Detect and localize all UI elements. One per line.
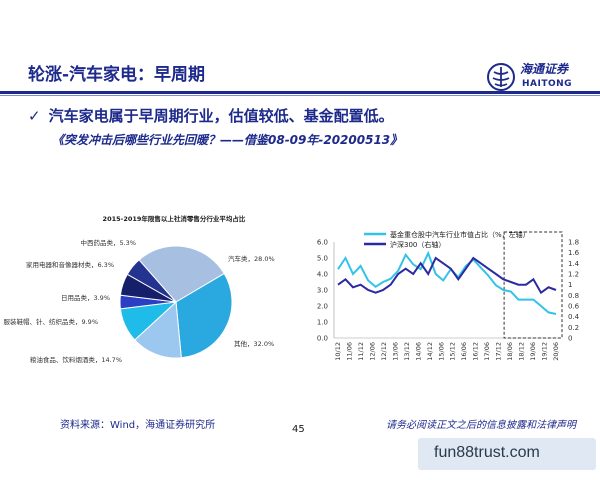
x-tick-label: 14/06	[414, 342, 422, 361]
x-tick-label: 15/06	[437, 342, 445, 361]
pie-slice-label: 粮油食品、饮料烟酒类，14.7%	[30, 355, 122, 364]
legend: 基金重仓股中汽车行业市值占比（%，左轴） 沪深300（右轴）	[364, 230, 530, 249]
watermark-text: fun88trust.com	[434, 444, 540, 461]
x-tick-label: 12/12	[380, 342, 388, 361]
x-tick-label: 13/12	[403, 342, 411, 361]
legend-label-fund: 基金重仓股中汽车行业市值占比（%，左轴）	[390, 230, 530, 239]
pie-slice-label: 服装鞋帽、针、纺织品类，9.9%	[3, 317, 98, 326]
disclaimer: 请务必阅读正文之后的信息披露和法律声明	[386, 420, 576, 431]
pie-slice	[134, 300, 182, 359]
pie-slice-label: 汽车类，28.0%	[228, 254, 275, 263]
y-left-tick: 3.0	[317, 287, 328, 295]
line-chart: 0.0 1.0 2.0 3.0 4.0 5.0 6.0 0 0.2 0.4 0.6 0.8 1 1.2 1.…	[317, 230, 580, 361]
logo-name-en: HAITONG	[522, 79, 573, 89]
company-logo: 海通证券 HAITONG	[486, 58, 586, 98]
pie-chart: 2015-2019年限售以上社消零售分行业平均占比 汽车类，28.0% 其他，32…	[3, 214, 274, 364]
legend-label-hs300: 沪深300（右轴）	[390, 240, 445, 249]
pie-slice-label: 家用电器和音像器材类，6.3%	[26, 260, 114, 269]
pie-slice	[126, 259, 177, 303]
y-right-tick: 0.6	[568, 303, 580, 311]
x-tick-label: 16/06	[460, 342, 468, 361]
y-left-tick: 1.0	[317, 319, 328, 327]
source-note: 资料来源：Wind，海通证券研究所	[60, 420, 216, 431]
y-left-tick: 0.0	[317, 335, 328, 343]
series-fund-share	[337, 250, 557, 315]
bullet-text: 汽车家电属于早周期行业，估值较低、基金配置低。	[48, 107, 394, 125]
y-left-tick: 4.0	[317, 271, 328, 279]
y-right-tick: 0.2	[568, 324, 579, 332]
x-tick-label: 18/06	[506, 342, 514, 361]
x-tick-label: 15/12	[449, 342, 457, 361]
x-tick-label: 19/06	[529, 342, 537, 361]
slide-title: 轮涨-汽车家电：早周期	[28, 65, 206, 85]
logo-name-cn: 海通证券	[520, 62, 569, 76]
y-right-tick: 1.8	[568, 239, 579, 247]
x-tick-label: 20/06	[552, 342, 560, 361]
y-right-tick: 0.4	[568, 313, 580, 321]
x-tick-label: 11/06	[345, 342, 353, 361]
y-right-tick: 1.2	[568, 271, 579, 279]
y-right-tick: 0.8	[568, 292, 579, 300]
x-tick-label: 17/06	[483, 342, 491, 361]
pie-slice-label: 中西药品类，5.3%	[80, 238, 136, 247]
pie-slice	[175, 272, 233, 359]
y-left-tick: 2.0	[317, 303, 328, 311]
series-hs300	[337, 256, 557, 295]
x-tick-label: 14/12	[426, 342, 434, 361]
page-number: 45	[292, 424, 305, 435]
header-rule-dark	[0, 91, 600, 94]
y-left-tick: 6.0	[317, 239, 328, 247]
header-rule-light	[0, 95, 600, 96]
highlight-box	[503, 231, 563, 339]
charts-canvas: 2015-2019年限售以上社消零售分行业平均占比 汽车类，28.0% 其他，32…	[3, 214, 580, 364]
haitong-logo-icon	[487, 63, 515, 91]
x-tick-label: 12/06	[368, 342, 376, 361]
x-tick-label: 10/12	[334, 342, 342, 361]
pie-title: 2015-2019年限售以上社消零售分行业平均占比	[103, 214, 246, 223]
x-tick-label: 13/06	[391, 342, 399, 361]
pie-slice-label: 日用品类，3.9%	[61, 293, 110, 302]
y-right-tick: 1	[568, 281, 572, 289]
y-right-tick: 1.6	[568, 249, 580, 257]
y-right-tick: 1.4	[568, 260, 580, 268]
y-left-tick: 5.0	[317, 255, 328, 263]
pie-slice-label: 其他，32.0%	[234, 339, 274, 348]
reference-line: 《突发冲击后哪些行业先回暖？——借鉴08-09年-20200513》	[52, 133, 403, 147]
checkmark-icon: ✓	[28, 107, 41, 125]
watermark-banner: fun88trust.com	[418, 438, 596, 470]
x-tick-label: 18/12	[518, 342, 526, 361]
bullet-line: ✓ 汽车家电属于早周期行业，估值较低、基金配置低。	[28, 105, 394, 126]
x-tick-label: 17/12	[495, 342, 503, 361]
x-tick-label: 19/12	[541, 342, 549, 361]
pie-slice	[138, 245, 225, 303]
y-right-tick: 0	[568, 335, 572, 343]
x-tick-label: 11/12	[357, 342, 365, 361]
x-tick-label: 16/12	[472, 342, 480, 361]
